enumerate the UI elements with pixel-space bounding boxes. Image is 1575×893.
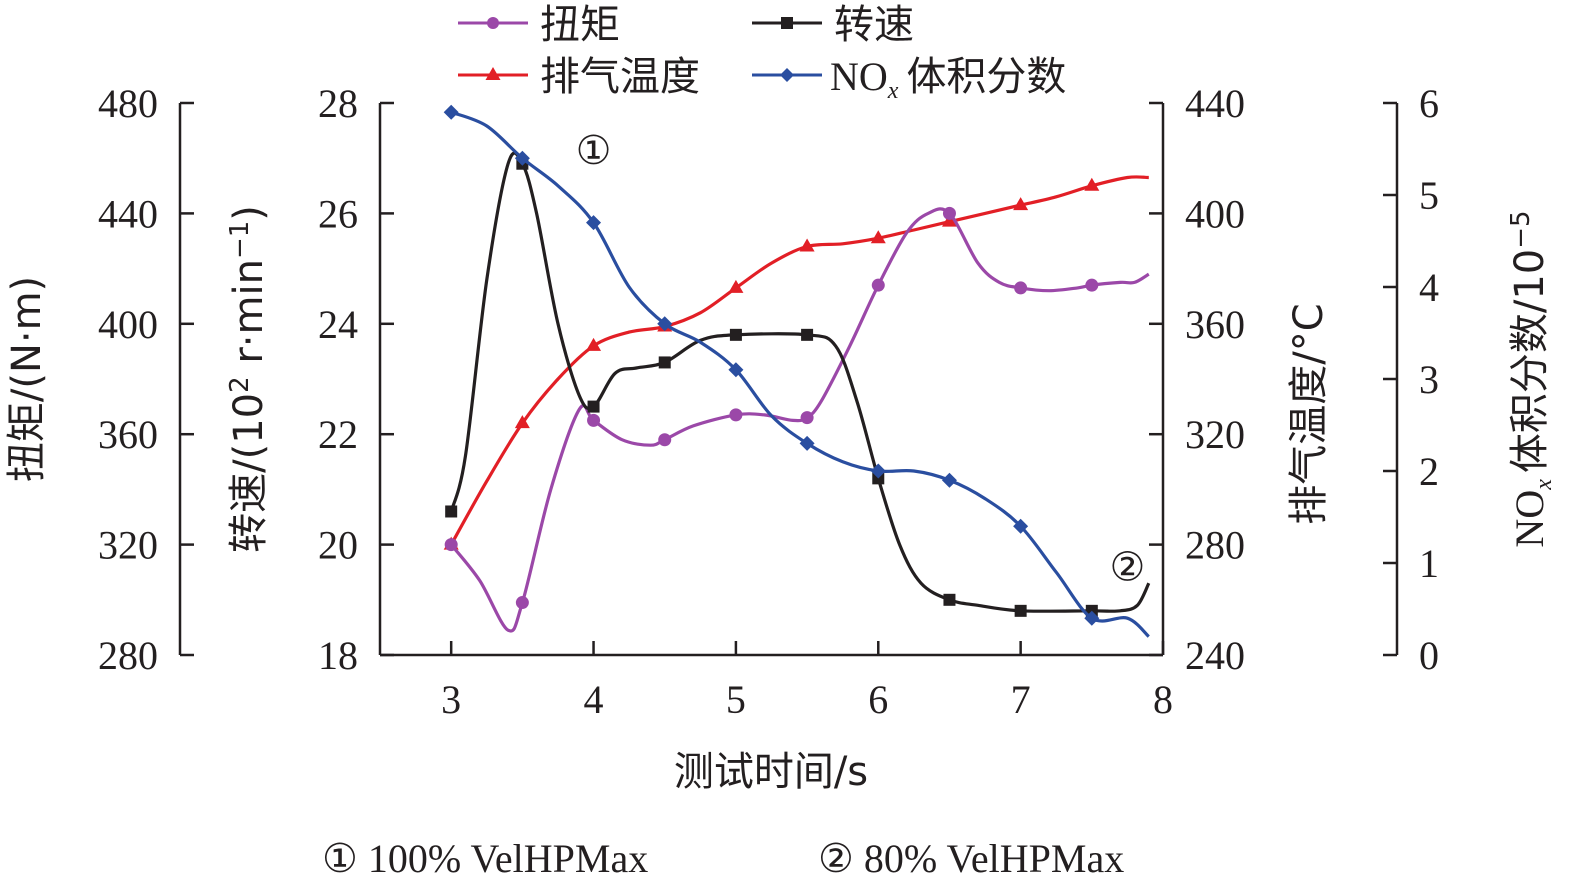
- axes: 2803203604004404801820222426282402803203…: [98, 81, 1439, 722]
- point-exhaust-1: [514, 415, 530, 429]
- legend-marker-nox: [780, 68, 794, 82]
- point-exhaust-5: [799, 238, 815, 252]
- legend-marker-exhaust: [485, 67, 501, 80]
- point-torque-1: [515, 596, 529, 610]
- legend-label-exhaust: 排气温度: [540, 54, 700, 100]
- series-torque: [444, 206, 1150, 633]
- point-speed-2: [587, 400, 600, 413]
- nox-tick-label-1: 1: [1419, 541, 1439, 586]
- legend-label-speed: 转速: [834, 2, 914, 48]
- point-torque-6: [871, 278, 885, 292]
- series-line-torque: [449, 207, 1150, 633]
- series-nox: [443, 104, 1150, 638]
- legend-item-nox: NOx 体积分数: [752, 54, 1066, 104]
- point-speed-7: [943, 593, 956, 606]
- point-exhaust-2: [586, 337, 602, 351]
- nox-tick-label-3: 3: [1419, 357, 1439, 402]
- point-nox-6: [870, 463, 886, 479]
- torque-tick-label-5: 480: [98, 81, 158, 126]
- x-axis-title: 测试时间/s: [674, 749, 868, 795]
- point-nox-2: [586, 215, 602, 231]
- nox-tick-label-2: 2: [1419, 449, 1439, 494]
- legend-label-nox: NOx 体积分数: [830, 54, 1066, 104]
- nox-tick-label-4: 4: [1419, 265, 1439, 310]
- point-speed-3: [658, 356, 671, 369]
- point-torque-3: [658, 433, 672, 447]
- torque-axis-title: 扭矩/(N·m): [4, 276, 50, 482]
- series-line-exhaust: [449, 175, 1149, 546]
- point-nox-7: [941, 472, 957, 488]
- point-exhaust-7: [941, 213, 957, 227]
- legend-marker-torque: [487, 17, 499, 29]
- exhaust-axis-title: 排气温度/°C: [1286, 303, 1332, 524]
- point-torque-4: [729, 408, 743, 422]
- point-torque-9: [1085, 278, 1099, 292]
- footer-label-1: ① 100% VelHPMax: [322, 836, 648, 881]
- axis-ticks: 2803203604004404801820222426282402803203…: [98, 81, 1439, 722]
- footer-label-2: ② 80% VelHPMax: [818, 836, 1124, 881]
- legend-label-torque: 扭矩: [540, 2, 620, 48]
- point-speed-5: [801, 328, 814, 341]
- legend: 扭矩 转速 排气温度 NOx 体积分数: [458, 2, 1066, 104]
- torque-tick-label-0: 280: [98, 633, 158, 678]
- point-torque-5: [800, 411, 814, 425]
- exhaust-tick-label-1: 280: [1185, 523, 1245, 568]
- nox-tick-label-6: 6: [1419, 81, 1439, 126]
- legend-item-torque: 扭矩: [458, 2, 620, 48]
- series-line-nox: [450, 110, 1150, 638]
- point-torque-7: [942, 206, 956, 220]
- point-nox-3: [657, 316, 673, 332]
- torque-tick-label-2: 360: [98, 412, 158, 457]
- point-torque-0: [444, 538, 458, 552]
- point-nox-8: [1013, 518, 1029, 534]
- exhaust-tick-label-5: 440: [1185, 81, 1245, 126]
- torque-tick-label-1: 320: [98, 523, 158, 568]
- series-layer: [443, 104, 1151, 638]
- legend-item-exhaust: 排气温度: [458, 54, 700, 100]
- speed-tick-label-4: 26: [318, 191, 358, 236]
- point-nox-1: [514, 150, 530, 166]
- x-tick-label-4: 7: [1011, 677, 1031, 722]
- exhaust-tick-label-2: 320: [1185, 412, 1245, 457]
- x-tick-label-2: 5: [726, 677, 746, 722]
- speed-axis-title: 转速/(102 r·min−1): [225, 205, 272, 553]
- x-tick-label-3: 6: [868, 677, 888, 722]
- speed-tick-label-0: 18: [318, 633, 358, 678]
- speed-tick-label-2: 22: [318, 412, 358, 457]
- speed-tick-label-1: 20: [318, 523, 358, 568]
- point-nox-4: [728, 362, 744, 378]
- nox-axis-title: NOx体积分数/10−5: [1506, 210, 1557, 547]
- point-speed-8: [1014, 604, 1027, 617]
- annotation-layer: ①②: [576, 128, 1146, 590]
- speed-tick-label-3: 24: [318, 302, 358, 347]
- point-nox-0: [443, 104, 459, 120]
- point-exhaust-4: [728, 279, 744, 293]
- point-nox-9: [1084, 610, 1100, 626]
- point-exhaust-9: [1084, 177, 1100, 191]
- exhaust-tick-label-4: 400: [1185, 191, 1245, 236]
- x-tick-label-5: 8: [1153, 677, 1173, 722]
- point-speed-4: [729, 328, 742, 341]
- point-torque-2: [587, 413, 601, 427]
- torque-tick-label-3: 400: [98, 302, 158, 347]
- annotation-1: ①: [576, 128, 612, 173]
- point-exhaust-6: [870, 230, 886, 244]
- legend-marker-speed: [781, 17, 793, 29]
- point-torque-8: [1014, 281, 1028, 295]
- point-speed-0: [445, 505, 458, 518]
- legend-item-speed: 转速: [752, 2, 914, 48]
- torque-tick-label-4: 440: [98, 191, 158, 236]
- series-exhaust: [443, 175, 1149, 550]
- annotation-2: ②: [1109, 545, 1145, 590]
- exhaust-tick-label-0: 240: [1185, 633, 1245, 678]
- x-tick-label-1: 4: [584, 677, 604, 722]
- nox-tick-label-0: 0: [1419, 633, 1439, 678]
- nox-tick-label-5: 5: [1419, 173, 1439, 218]
- point-nox-5: [799, 435, 815, 451]
- speed-tick-label-5: 28: [318, 81, 358, 126]
- exhaust-tick-label-3: 360: [1185, 302, 1245, 347]
- x-tick-label-0: 3: [441, 677, 461, 722]
- point-exhaust-8: [1013, 197, 1029, 211]
